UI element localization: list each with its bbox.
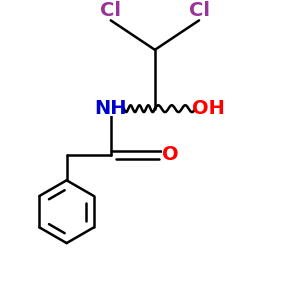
Text: Cl: Cl xyxy=(100,1,121,20)
Bar xyxy=(100,4,122,17)
Bar xyxy=(162,148,179,162)
Text: NH: NH xyxy=(94,99,127,118)
Bar xyxy=(196,102,222,116)
Bar xyxy=(188,4,210,17)
Bar xyxy=(98,102,124,116)
Text: OH: OH xyxy=(192,99,225,118)
Text: O: O xyxy=(162,145,179,164)
Text: Cl: Cl xyxy=(189,1,210,20)
